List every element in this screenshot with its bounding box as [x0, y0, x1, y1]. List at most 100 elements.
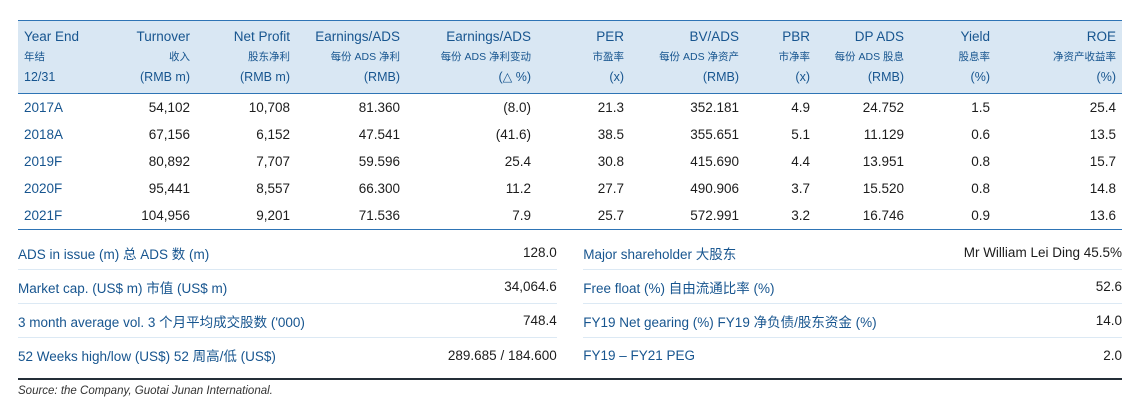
cell-roe: 15.7: [1089, 154, 1116, 169]
row-year: 2018A: [24, 127, 64, 142]
cell-pbr: 3.2: [745, 202, 816, 230]
col-header-unit: (RMB m): [140, 70, 190, 84]
col-header-en: Yield: [960, 29, 990, 44]
col-header-yield: Yield 股息率 (%): [910, 20, 996, 94]
col-header-en: Turnover: [136, 29, 190, 44]
col-header-unit: 12/31: [24, 70, 56, 84]
col-header-unit: (x): [795, 70, 810, 84]
cell-yield: 0.8: [971, 181, 990, 196]
col-header-unit: (RMB): [363, 70, 400, 84]
cell-pbr: 4.9: [791, 100, 810, 115]
col-header-turnover: Turnover 收入 (RMB m): [86, 20, 196, 94]
col-header-earnings-ads: Earnings/ADS 每份 ADS 净利 (RMB): [296, 20, 406, 94]
source-note: Source: the Company, Guotai Junan Intern…: [18, 385, 273, 397]
bottom-rule: [18, 378, 1122, 380]
cell-pbr: 3.7: [791, 181, 810, 196]
col-header-unit: (x): [609, 70, 624, 84]
cell-net-profit: 9,201: [196, 202, 296, 230]
col-header-cn: 每份 ADS 净利: [330, 51, 400, 63]
cell-per: 30.8: [597, 154, 624, 169]
col-header-unit: (RMB): [702, 70, 739, 84]
stat-label: FY19 Net gearing (%) FY19 净负债/股东资金 (%): [583, 314, 877, 330]
cell-earnings-ads-change: (41.6): [495, 127, 531, 142]
col-header-cn: 每份 ADS 净资产: [659, 51, 739, 63]
stat-label: Free float (%) 自由流通比率 (%): [583, 280, 775, 296]
stat-row-market-cap: Market cap. (US$ m) 市值 (US$ m) 34,064.6: [18, 270, 557, 304]
col-header-cn: 每份 ADS 净利变动: [440, 51, 531, 63]
cell-net-profit: 7,707: [256, 154, 290, 169]
cell-per: 25.7: [537, 202, 630, 230]
cell-dp-ads: 15.520: [862, 181, 904, 196]
cell-net-profit: 6,152: [256, 127, 290, 142]
col-header-bv-ads: BV/ADS 每份 ADS 净资产 (RMB): [630, 20, 745, 94]
table-row: 2017A 54,102 10,708 81.360 (8.0) 21.3 35…: [18, 94, 1122, 122]
cell-per: 27.7: [597, 181, 624, 196]
key-stats-left: ADS in issue (m) 总 ADS 数 (m) 128.0 Marke…: [18, 236, 557, 372]
cell-turnover: 54,102: [148, 100, 190, 115]
stat-value: 2.0: [1103, 347, 1122, 363]
cell-earnings-ads-change: 11.2: [505, 181, 531, 196]
cell-net-profit: 10,708: [248, 100, 290, 115]
table-row: 2018A 67,156 6,152 47.541 (41.6) 38.5 35…: [18, 121, 1122, 148]
table-row: 2019F 80,892 7,707 59.596 25.4 30.8 415.…: [18, 148, 1122, 175]
stat-value: 289.685 / 184.600: [447, 347, 557, 363]
stat-label: Major shareholder 大股东: [583, 246, 737, 262]
cell-yield: 1.5: [971, 100, 990, 115]
col-header-cn: 股东净利: [248, 51, 290, 63]
cell-earnings-ads: 59.596: [358, 154, 400, 169]
stat-value: 14.0: [1095, 313, 1122, 328]
stat-row-free-float: Free float (%) 自由流通比率 (%) 52.6: [583, 270, 1122, 304]
col-header-unit: (△ %): [498, 70, 531, 84]
cell-roe: 13.5: [1089, 127, 1116, 142]
cell-earnings-ads: 71.536: [296, 202, 406, 230]
stat-row-avg-volume: 3 month average vol. 3 个月平均成交股数 ('000) 7…: [18, 304, 557, 338]
stat-value: 34,064.6: [504, 279, 557, 294]
stat-label: FY19 – FY21 PEG: [583, 347, 696, 363]
table-row: 2020F 95,441 8,557 66.300 11.2 27.7 490.…: [18, 175, 1122, 202]
cell-per: 38.5: [597, 127, 624, 142]
cell-earnings-ads-change: 25.4: [504, 154, 531, 169]
col-header-en: Year End: [24, 29, 80, 44]
table-body: 2017A 54,102 10,708 81.360 (8.0) 21.3 35…: [18, 94, 1122, 230]
cell-dp-ads: 24.752: [862, 100, 904, 115]
cell-pbr: 5.1: [791, 127, 810, 142]
cell-turnover: 95,441: [148, 181, 190, 196]
cell-turnover: 80,892: [148, 154, 190, 169]
col-header-cn: 每份 ADS 股息: [834, 51, 904, 63]
cell-bv-ads: 352.181: [690, 100, 739, 115]
cell-roe: 14.8: [1089, 181, 1116, 196]
col-header-unit: (%): [1096, 70, 1116, 84]
stat-row-major-shareholder: Major shareholder 大股东 Mr William Lei Din…: [583, 236, 1122, 270]
cell-earnings-ads: 81.360: [358, 100, 400, 115]
col-header-unit: (RMB m): [240, 70, 290, 84]
stat-label: 3 month average vol. 3 个月平均成交股数 ('000): [18, 314, 305, 330]
financial-summary-table: Year End 年结 12/31 Turnover 收入 (RMB m) Ne…: [18, 20, 1122, 230]
cell-dp-ads: 16.746: [816, 202, 910, 230]
stat-row-ads-in-issue: ADS in issue (m) 总 ADS 数 (m) 128.0: [18, 236, 557, 270]
col-header-unit: (%): [970, 70, 990, 84]
col-header-cn: 年结: [24, 51, 45, 63]
cell-pbr: 4.4: [791, 154, 810, 169]
row-year: 2017A: [24, 100, 64, 115]
col-header-cn: 市盈率: [592, 51, 625, 63]
col-header-en: Net Profit: [233, 29, 290, 44]
col-header-roe: ROE 净资产收益率 (%): [996, 20, 1122, 94]
cell-earnings-ads: 47.541: [358, 127, 400, 142]
cell-bv-ads: 490.906: [690, 181, 739, 196]
cell-bv-ads: 572.991: [630, 202, 745, 230]
stat-row-52wk-high-low: 52 Weeks high/low (US$) 52 周高/低 (US$) 28…: [18, 338, 557, 372]
table-header: Year End 年结 12/31 Turnover 收入 (RMB m) Ne…: [18, 20, 1122, 94]
stat-value: 748.4: [522, 313, 557, 328]
cell-bv-ads: 355.651: [690, 127, 739, 142]
col-header-earnings-ads-change: Earnings/ADS 每份 ADS 净利变动 (△ %): [406, 20, 537, 94]
col-header-per: PER 市盈率 (x): [537, 20, 630, 94]
cell-yield: 0.9: [910, 202, 996, 230]
cell-turnover: 104,956: [86, 202, 196, 230]
col-header-cn: 净资产收益率: [1053, 51, 1116, 63]
stat-value: 52.6: [1095, 279, 1122, 294]
cell-dp-ads: 11.129: [863, 127, 904, 142]
cell-earnings-ads-change: (8.0): [503, 100, 531, 115]
cell-per: 21.3: [597, 100, 624, 115]
col-header-en: PBR: [782, 29, 810, 44]
